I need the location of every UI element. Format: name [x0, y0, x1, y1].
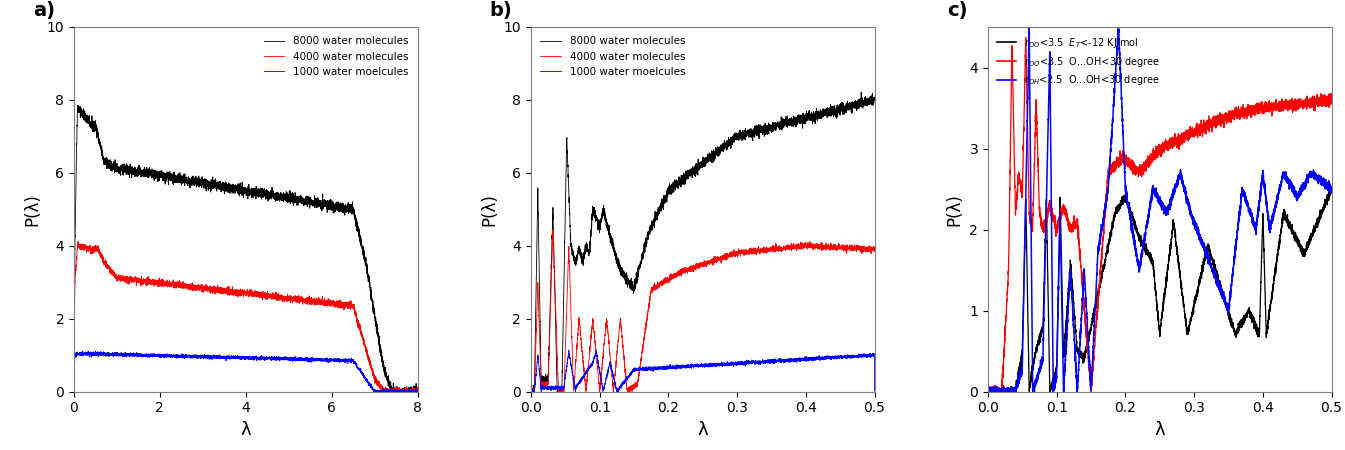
1000 water moelcules — [382, 389, 398, 394]
4000 water molecules — [316, 302, 332, 307]
1000 water moelcules — [686, 362, 702, 367]
8000 water molecules — [316, 202, 332, 208]
Y-axis label: P(λ): P(λ) — [480, 193, 498, 226]
1000 water moelcules — [670, 365, 686, 370]
4000 water molecules — [70, 238, 86, 244]
8000 water molecules — [210, 183, 226, 189]
8000 water molecules — [399, 389, 416, 394]
8000 water molecules — [229, 187, 245, 193]
X-axis label: λ: λ — [1154, 421, 1165, 439]
1000 water moelcules — [229, 355, 245, 360]
1000 water moelcules — [66, 389, 82, 394]
8000 water molecules — [66, 387, 82, 393]
4000 water molecules — [857, 247, 873, 252]
Legend: 8000 water molecules, 4000 water molecules, 1000 water moelcules: 8000 water molecules, 4000 water molecul… — [537, 32, 689, 81]
1000 water moelcules — [409, 389, 425, 394]
8000 water molecules — [382, 380, 398, 386]
4000 water molecules — [523, 387, 539, 393]
8000 water molecules — [70, 103, 86, 108]
4000 water molecules — [866, 249, 882, 254]
1000 water moelcules — [399, 389, 416, 394]
Line: 4000 water molecules: 4000 water molecules — [531, 230, 874, 392]
8000 water molecules — [383, 389, 399, 394]
4000 water molecules — [229, 293, 245, 299]
Line: 1000 water moelcules: 1000 water moelcules — [531, 351, 874, 392]
4000 water molecules — [399, 388, 416, 394]
4000 water molecules — [686, 266, 702, 271]
1000 water moelcules — [667, 364, 683, 369]
4000 water molecules — [670, 271, 686, 277]
X-axis label: λ: λ — [698, 421, 707, 439]
1000 water moelcules — [210, 356, 226, 361]
1000 water moelcules — [213, 355, 229, 360]
X-axis label: λ: λ — [241, 421, 252, 439]
Text: b): b) — [490, 1, 512, 20]
4000 water molecules — [839, 242, 855, 248]
8000 water molecules — [523, 386, 539, 391]
4000 water molecules — [213, 287, 229, 292]
Text: a): a) — [32, 1, 55, 20]
1000 water moelcules — [523, 389, 539, 394]
8000 water molecules — [409, 388, 425, 393]
Line: 8000 water molecules: 8000 water molecules — [531, 92, 874, 392]
8000 water molecules — [853, 90, 869, 95]
8000 water molecules — [857, 101, 873, 107]
8000 water molecules — [213, 182, 229, 187]
1000 water moelcules — [87, 348, 104, 354]
1000 water moelcules — [523, 388, 539, 394]
4000 water molecules — [772, 248, 788, 253]
8000 water molecules — [667, 182, 683, 187]
8000 water molecules — [523, 389, 539, 394]
4000 water molecules — [382, 389, 398, 394]
1000 water moelcules — [857, 353, 873, 359]
1000 water moelcules — [866, 388, 882, 394]
4000 water molecules — [523, 389, 539, 394]
Legend: 8000 water molecules, 4000 water molecules, 1000 water moelcules: 8000 water molecules, 4000 water molecul… — [260, 32, 413, 81]
1000 water moelcules — [316, 358, 332, 363]
8000 water molecules — [772, 121, 788, 126]
1000 water moelcules — [561, 348, 577, 353]
Line: 1000 water moelcules: 1000 water moelcules — [74, 351, 417, 392]
4000 water molecules — [66, 389, 82, 394]
Line: 8000 water molecules: 8000 water molecules — [74, 105, 417, 392]
4000 water molecules — [667, 270, 683, 276]
1000 water moelcules — [772, 359, 788, 364]
4000 water molecules — [409, 385, 425, 391]
8000 water molecules — [866, 96, 882, 101]
8000 water molecules — [686, 168, 702, 174]
Y-axis label: P(λ): P(λ) — [946, 193, 964, 226]
Line: 4000 water molecules: 4000 water molecules — [74, 241, 417, 392]
Text: c): c) — [947, 1, 967, 20]
1000 water moelcules — [839, 354, 855, 360]
4000 water molecules — [210, 288, 226, 293]
8000 water molecules — [839, 106, 855, 112]
8000 water molecules — [670, 182, 686, 188]
4000 water molecules — [545, 227, 561, 232]
Y-axis label: P(λ): P(λ) — [23, 193, 42, 226]
Legend: $r_{OO}$<3.5  $E_T$<-12 KJ/mol, $r_{OO}$<3.5  O...OH<30 degree, $r_{OH}$<2.5  O.: $r_{OO}$<3.5 $E_T$<-12 KJ/mol, $r_{OO}$<… — [993, 32, 1165, 91]
